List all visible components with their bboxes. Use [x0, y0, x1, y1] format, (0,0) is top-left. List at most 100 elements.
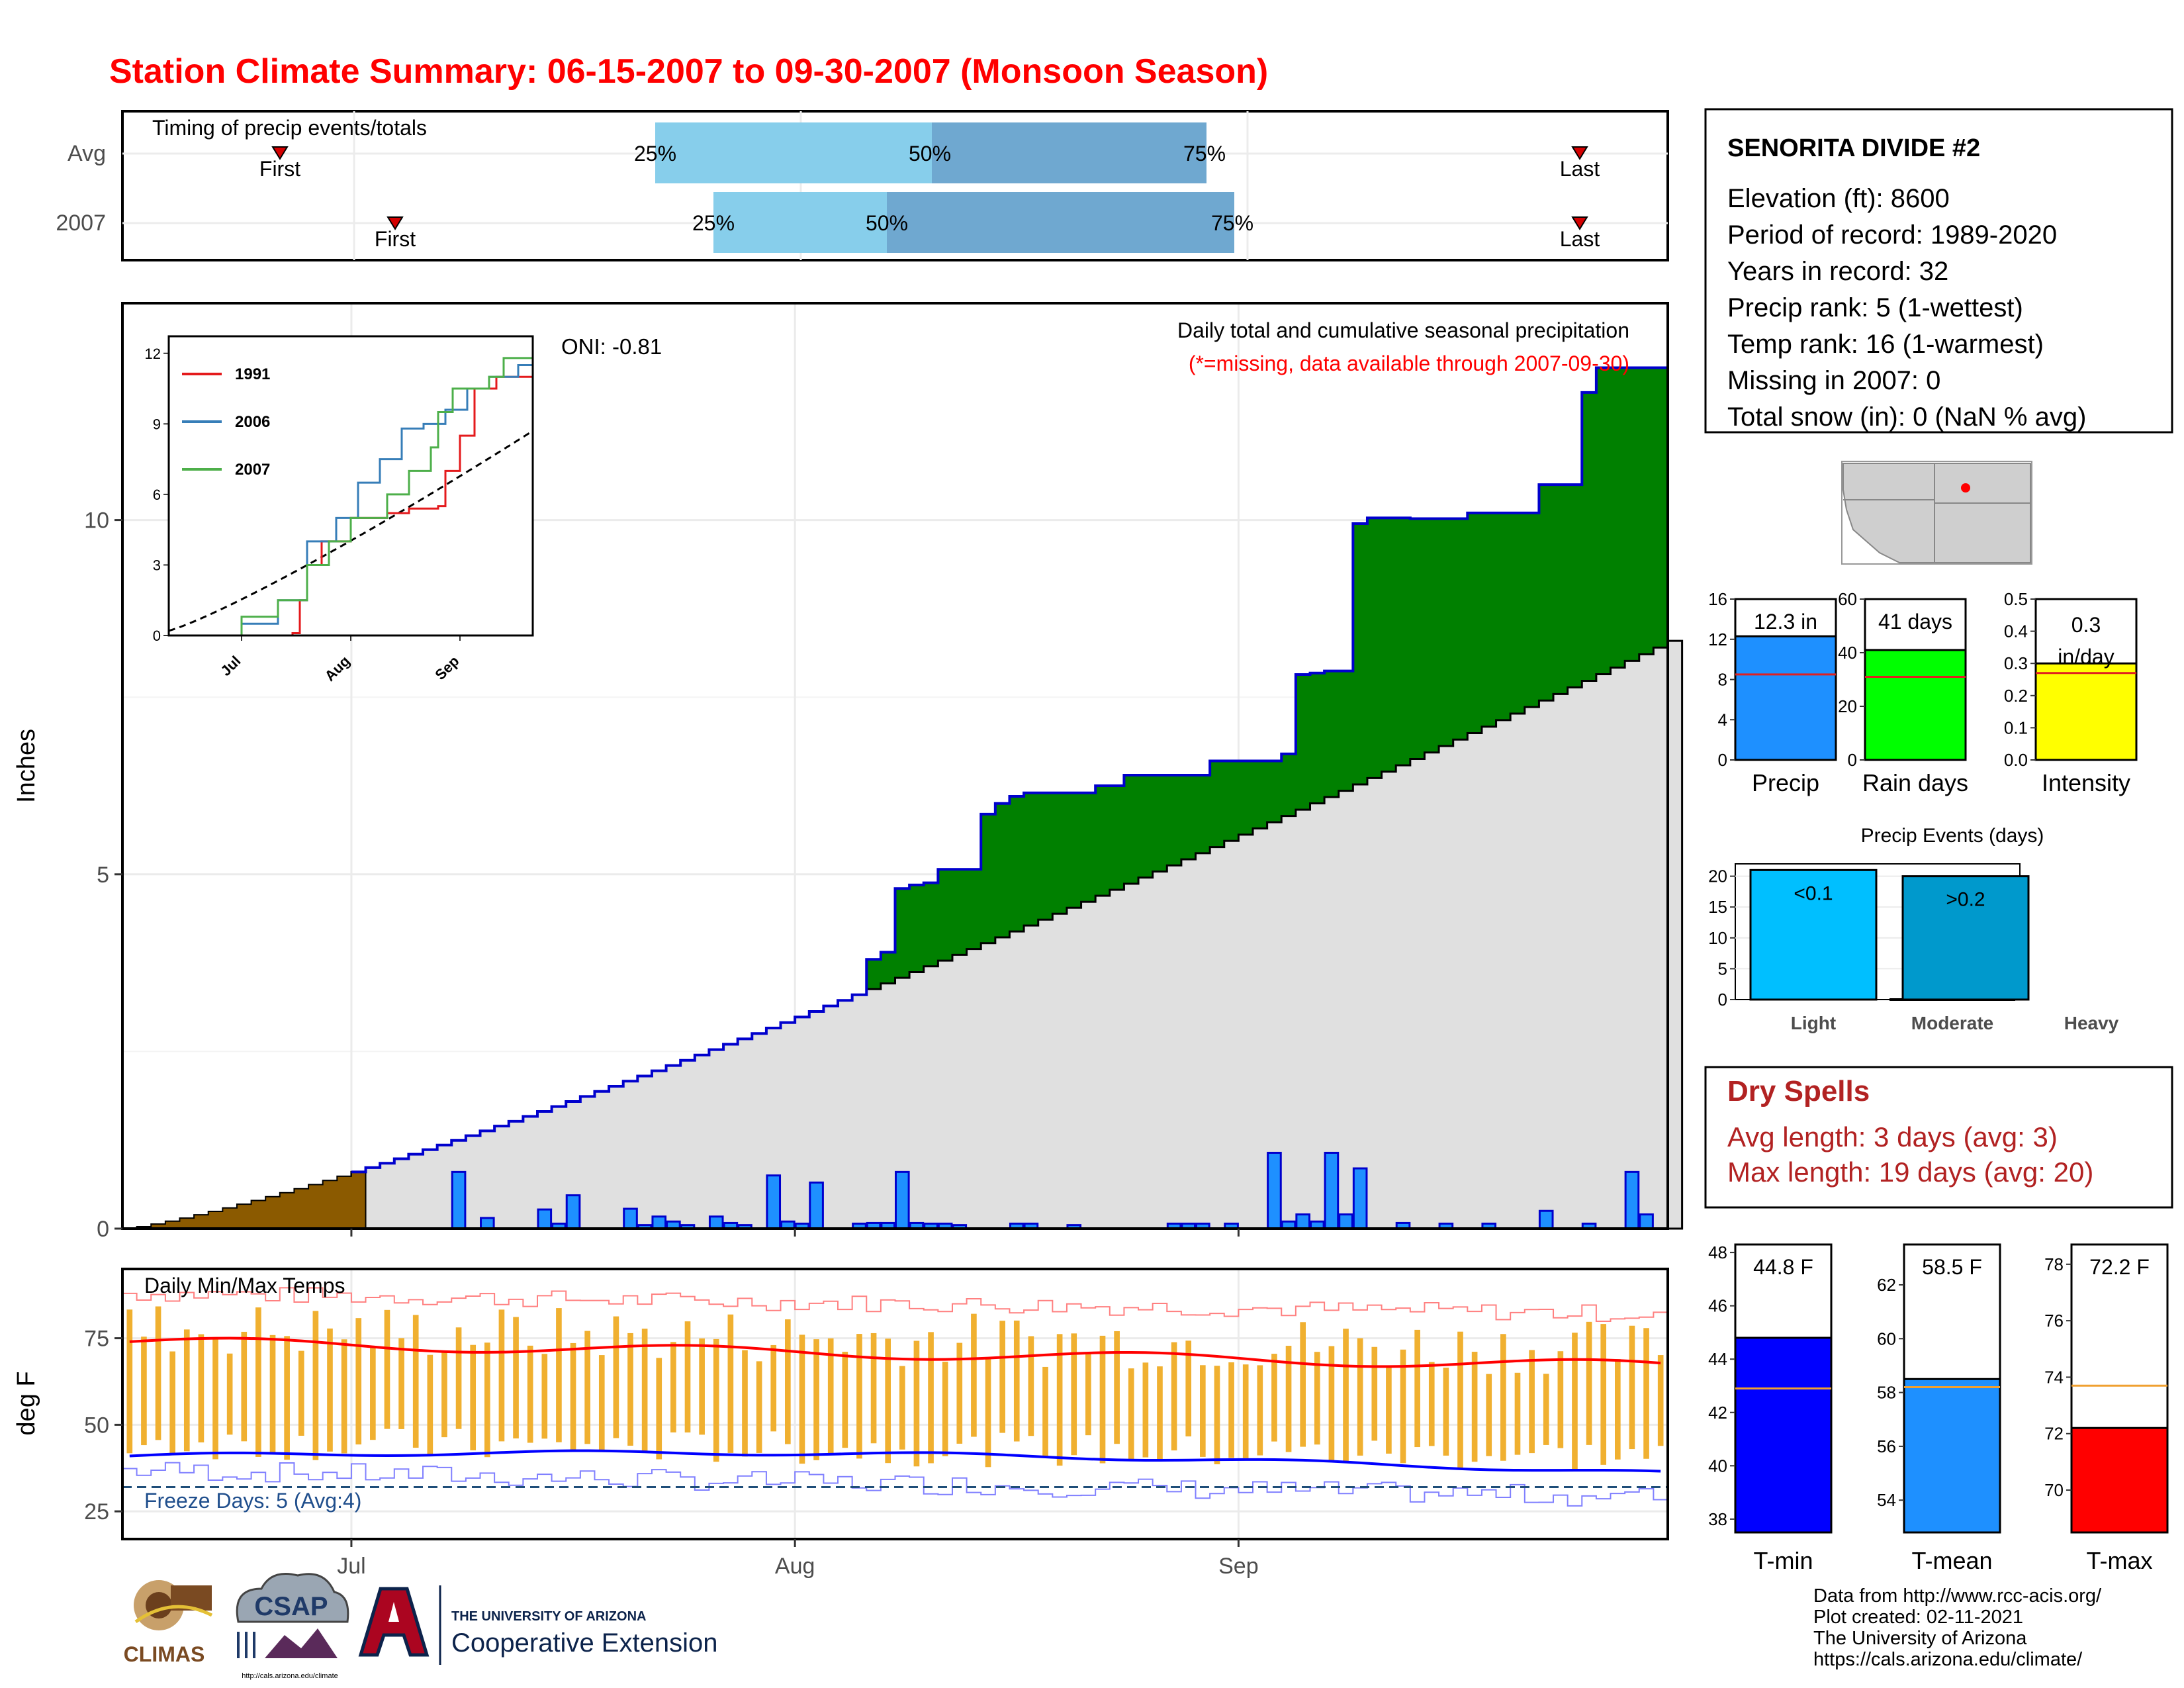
oni-label: ONI: -0.81 [561, 334, 662, 359]
daily-temp-range-bar [355, 1318, 362, 1445]
events-ytick-label: 10 [1708, 928, 1727, 948]
daily-temp-range-bar [770, 1344, 777, 1432]
y2007-last-marker [1571, 216, 1588, 230]
avg-p25: 25% [634, 142, 676, 165]
daily-temp-range-bar [1643, 1328, 1649, 1459]
summary-bar-name: Rain days [1862, 769, 1968, 796]
record-low-line [122, 1462, 1668, 1507]
daily-temp-range-bar [1200, 1365, 1206, 1457]
daily-temp-range-bar [1500, 1334, 1506, 1461]
daily-temp-range-bar [1557, 1351, 1564, 1448]
temp-bar-ytick-label: 46 [1708, 1296, 1727, 1316]
csap-url: http://cals.arizona.edu/climate [242, 1672, 338, 1680]
daily-temp-range-bar [1214, 1366, 1220, 1465]
avg-p50: 50% [909, 142, 951, 165]
inset-ytick-label: 12 [145, 346, 161, 362]
daily-temp-range-bar [341, 1339, 347, 1454]
ua-logo-bottom: Cooperative Extension [451, 1628, 717, 1658]
ytick-label: 0 [97, 1217, 109, 1242]
temp-bar-name: T-mean [1911, 1547, 1992, 1574]
daily-temp-range-bar [1271, 1354, 1277, 1442]
temp-bar-ytick-label: 44 [1708, 1349, 1727, 1369]
daily-temp-range-bar [1142, 1362, 1149, 1458]
dry-spells-avg: Avg length: 3 days (avg: 3) [1727, 1121, 2058, 1152]
summary-ytick-label: 16 [1708, 589, 1727, 609]
timing-label: Timing of precip events/totals [152, 116, 427, 140]
timing-panel: Timing of precip events/totals Avg 2007 … [56, 110, 1669, 261]
daily-temp-range-bar [398, 1338, 404, 1429]
temp-bar-ytick-label: 38 [1708, 1509, 1727, 1529]
events-bar [1901, 875, 2030, 1001]
daily-temp-range-bar [1013, 1320, 1020, 1442]
temp-bar-value: 58.5 F [1922, 1255, 1982, 1279]
temp-bar-name: T-min [1754, 1547, 1813, 1574]
avg-bar-50-75 [932, 122, 1206, 183]
main-precip-panel: 0 5 10 Inches Daily total and cumulative s… [13, 302, 1684, 1242]
daily-temp-range-bar [1128, 1368, 1134, 1460]
y2007-p25: 25% [692, 211, 735, 235]
daily-precip-bar [1338, 1213, 1353, 1230]
daily-precip-bar [1324, 1151, 1340, 1230]
daily-temp-range-bar [241, 1331, 248, 1442]
daily-temp-range-bar [1600, 1324, 1607, 1465]
events-category-label: Light [1791, 1013, 1836, 1033]
precip-events-chart: Precip Events (days) 0 5 10 15 20 <0.1 Light Mo… [1708, 825, 2119, 1033]
avg-first: First [259, 157, 300, 181]
temp-bar-ytick-label: 58 [1877, 1383, 1896, 1403]
inset-ytick-label: 6 [153, 487, 161, 503]
avg-p75: 75% [1183, 142, 1226, 165]
daily-temp-range-bar [684, 1321, 691, 1432]
daily-temp-range-bar [498, 1309, 505, 1442]
daily-temp-range-bar [985, 1358, 991, 1468]
station-line-0: Elevation (ft): 8600 [1727, 184, 1950, 213]
temp-summary-bars: 38 40 42 44 46 48 44.8 F T-min 54 56 58 60 62 58.5 F T… [1708, 1243, 2169, 1574]
daily-temp-range-bar [441, 1352, 447, 1438]
station-line-4: Temp rank: 16 (1-warmest) [1727, 330, 2044, 359]
daily-temp-range-bar [1314, 1352, 1320, 1445]
daily-temp-range-bar [513, 1317, 519, 1438]
daily-precip-bar [451, 1170, 467, 1230]
temp-bar-t-min: 38 40 42 44 46 48 44.8 F T-min [1708, 1243, 1833, 1574]
summary-bar-fill [1864, 649, 1967, 761]
daily-temp-range-bar [470, 1344, 477, 1450]
dry-spells-max: Max length: 19 days (avg: 20) [1727, 1156, 2093, 1188]
csap-logo-text: CSAP [254, 1592, 328, 1621]
credit-line-2: The University of Arizona [1813, 1628, 2027, 1649]
temp-bar-fill [1734, 1336, 1833, 1534]
y2007-last: Last [1560, 227, 1600, 251]
daily-temp-range-bar [627, 1333, 633, 1446]
daily-temp-range-bar [899, 1366, 905, 1450]
daily-temp-range-bar [126, 1309, 133, 1454]
climas-logo-text: CLIMAS [124, 1642, 205, 1666]
main-title: Daily total and cumulative seasonal prec… [1177, 318, 1629, 342]
daily-temp-range-bar [1056, 1334, 1063, 1466]
events-bar-label: <0.1 [1794, 882, 1833, 904]
y2007-first: First [375, 227, 416, 251]
daily-temp-range-bar [412, 1315, 419, 1448]
daily-temp-range-bar [1228, 1362, 1234, 1458]
credits: Data from http://www.rcc-acis.org/ Plot … [1813, 1585, 2102, 1670]
summary-ytick-label: 0.2 [2004, 686, 2028, 706]
daily-temp-range-bar [384, 1309, 390, 1429]
y2007-bar-50-75 [887, 192, 1234, 253]
summary-bar-fill [2034, 662, 2138, 761]
summary-bar-intensity: 0.0 0.1 0.2 0.3 0.4 0.5 0.3 in/day Intensity [2004, 589, 2138, 796]
daily-temp-range-bar [756, 1361, 762, 1453]
events-ytick-label: 0 [1718, 990, 1727, 1009]
daily-temp-range-bar [799, 1335, 805, 1464]
daily-precip-bar [651, 1215, 667, 1230]
daily-temp-range-bar [141, 1336, 147, 1446]
avg-tmin-line [129, 1449, 1661, 1473]
daily-temp-range-bar [1357, 1338, 1363, 1456]
daily-temp-range-bar [727, 1314, 734, 1453]
station-info: SENORITA DIVIDE #2 Elevation (ft): 8600 … [1704, 108, 2173, 434]
daily-temp-range-bar [1257, 1365, 1263, 1456]
inset-legend-label: 1991 [235, 365, 270, 383]
daily-temp-range-bar [584, 1331, 590, 1444]
cumulative-2007-line [351, 366, 1668, 1174]
daily-temp-range-bar [1386, 1366, 1392, 1454]
temp-bar-ytick-label: 56 [1877, 1436, 1896, 1456]
summary-ytick-label: 8 [1718, 670, 1727, 690]
daily-temp-range-bar [1028, 1336, 1034, 1436]
